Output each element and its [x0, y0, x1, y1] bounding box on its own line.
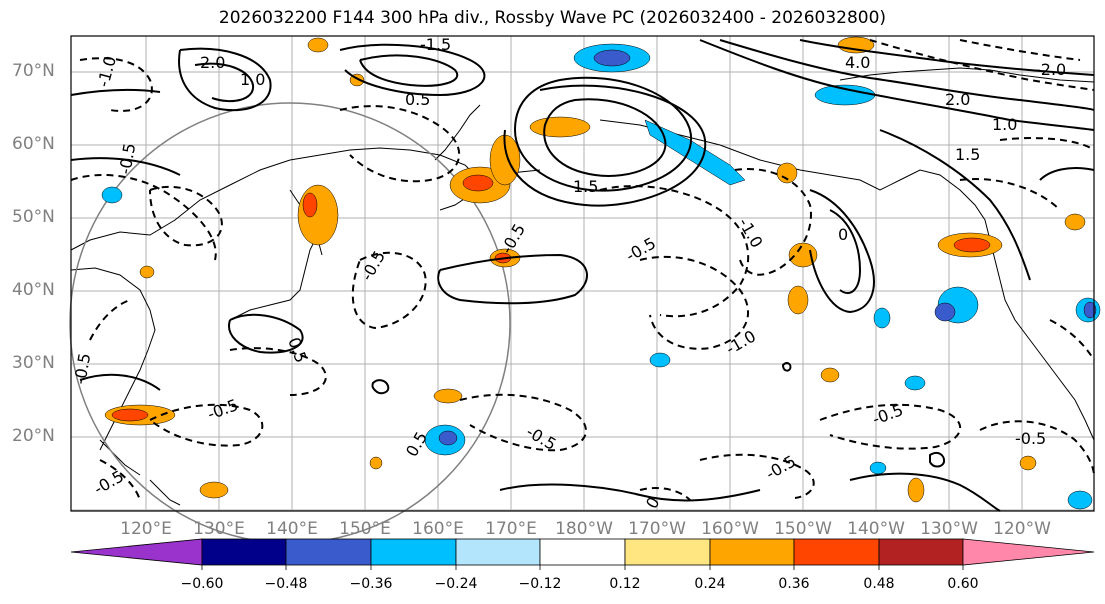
colorbar-tick-label: −0.12 [518, 576, 562, 592]
lon-label: 120°E [120, 519, 172, 539]
colorbar-tick-label: 0.36 [778, 576, 810, 592]
colorbar-segment [962, 538, 1095, 566]
lon-label: 160°W [701, 519, 759, 539]
negative-contours [70, 39, 1095, 501]
colorbar-segment [285, 538, 372, 566]
colorbar-tick-label: 0.12 [609, 576, 641, 592]
contour-label: 0 [838, 225, 848, 244]
colorbar-segment [201, 538, 287, 566]
colorbar-tick-label: −0.60 [180, 576, 224, 592]
colorbar-segment [455, 538, 541, 566]
colorbar-tick-label: 0.60 [947, 576, 979, 592]
lon-label: 170°E [485, 519, 537, 539]
contour-label: 4.0 [845, 53, 870, 72]
lat-label: 70°N [12, 61, 55, 81]
contour-label: 1.0 [992, 115, 1017, 134]
colorbar-tick-label: −0.24 [434, 576, 478, 592]
lon-label: 140°E [266, 519, 318, 539]
lat-label: 50°N [12, 207, 55, 227]
lon-label: 140°W [847, 519, 905, 539]
colorbar-segment [370, 538, 457, 566]
contour-label: 2.0 [200, 53, 225, 72]
lat-label: 20°N [12, 426, 55, 446]
colorbar-tick-label: −0.36 [349, 576, 393, 592]
lon-label: 180°W [555, 519, 613, 539]
contour-label: 1.5 [955, 145, 980, 164]
colorbar-segment [793, 538, 880, 566]
contour-label: 1.5 [573, 177, 598, 196]
lon-label: 150°E [339, 519, 391, 539]
contour-label: 2.0 [945, 90, 970, 109]
contour-label: 1.0 [240, 70, 265, 89]
lon-label: 130°E [193, 519, 245, 539]
colorbar-tick-label: 0.48 [863, 576, 895, 592]
map-title: 2026032200 F144 300 hPa div., Rossby Wav… [218, 8, 887, 28]
colorbar-segment [878, 538, 964, 566]
colorbar-tick-label: −0.48 [264, 576, 308, 592]
divergence-shading [101, 36, 1101, 510]
lon-label: 150°W [774, 519, 832, 539]
lon-label: 120°W [993, 519, 1051, 539]
colorbar-segment [70, 538, 203, 566]
contour-label: 0.5 [405, 90, 430, 109]
contour-label: -2.0 [1035, 60, 1066, 79]
colorbar [70, 538, 1095, 570]
lon-label: 130°W [920, 519, 978, 539]
lon-label: 170°W [628, 519, 686, 539]
positive-contours [70, 39, 1095, 512]
colorbar-segment [624, 538, 711, 566]
lat-label: 40°N [12, 280, 55, 300]
lon-label: 160°E [412, 519, 464, 539]
colorbar-tick-label: 0.24 [694, 576, 726, 592]
lat-label: 60°N [12, 134, 55, 154]
contour-label: -1.5 [420, 35, 451, 54]
contour-label: -0.5 [1015, 429, 1046, 448]
colorbar-segment [539, 538, 626, 566]
lat-label: 30°N [12, 353, 55, 373]
map-frame [70, 35, 1095, 512]
colorbar-segment [709, 538, 795, 566]
